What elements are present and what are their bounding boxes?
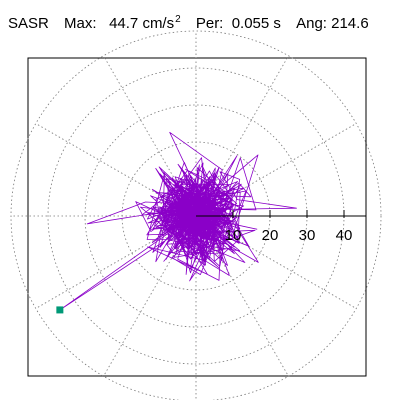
max-unit: cm/s2 [142,14,181,32]
trace-line [59,131,297,311]
radial-tick-label: 30 [299,227,316,244]
radial-tick-label: 40 [336,227,353,244]
radial-tick-label: 10 [225,227,242,244]
angle-value: 214.6 [331,15,369,32]
angle-spoke [227,234,357,309]
unit-exponent: 2 [175,14,181,25]
angle-spoke [103,247,178,377]
angle-spoke [35,234,165,309]
period-value: 0.055 s [231,15,281,32]
angle-spoke [227,123,357,198]
range-ring [10,30,382,400]
radial-axis: 10 20 30 40 [196,210,366,244]
radial-tick-label: 20 [262,227,279,244]
plot-header: SASR Max: 44.7 cm/s2 Per: 0.055 s Ang: 2… [8,14,369,32]
station-code: SASR [8,15,49,32]
peak-group [56,306,64,314]
angle-spoke [103,55,178,185]
max-label: Max: [64,15,97,32]
peak-marker [56,306,64,314]
angle-spoke [35,123,165,198]
plot-frame [27,57,367,377]
angle-label: Ang: [296,15,327,32]
period-label: Per: [195,15,224,32]
max-value: 44.7 [109,15,139,32]
motion-trace [59,131,297,311]
angle-spoke [214,55,289,185]
